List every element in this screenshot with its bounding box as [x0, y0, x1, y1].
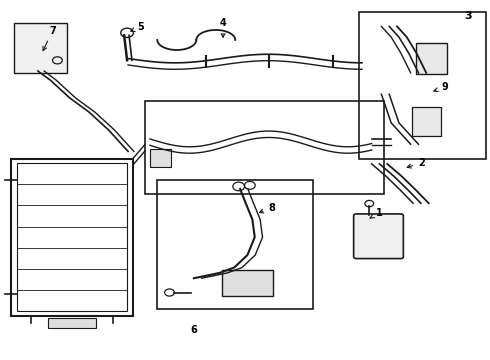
FancyBboxPatch shape: [416, 43, 447, 74]
FancyBboxPatch shape: [14, 23, 67, 73]
Text: 6: 6: [191, 325, 197, 335]
Text: 4: 4: [220, 18, 226, 37]
FancyBboxPatch shape: [48, 318, 97, 328]
Text: 9: 9: [434, 82, 448, 92]
Text: 2: 2: [407, 158, 425, 168]
Text: 3: 3: [465, 12, 472, 21]
Text: 8: 8: [260, 203, 275, 213]
Text: 1: 1: [370, 208, 382, 218]
FancyBboxPatch shape: [150, 149, 171, 167]
FancyBboxPatch shape: [412, 108, 441, 136]
FancyBboxPatch shape: [221, 270, 273, 296]
Text: 7: 7: [43, 26, 56, 51]
Text: 5: 5: [131, 22, 144, 32]
FancyBboxPatch shape: [354, 214, 403, 258]
